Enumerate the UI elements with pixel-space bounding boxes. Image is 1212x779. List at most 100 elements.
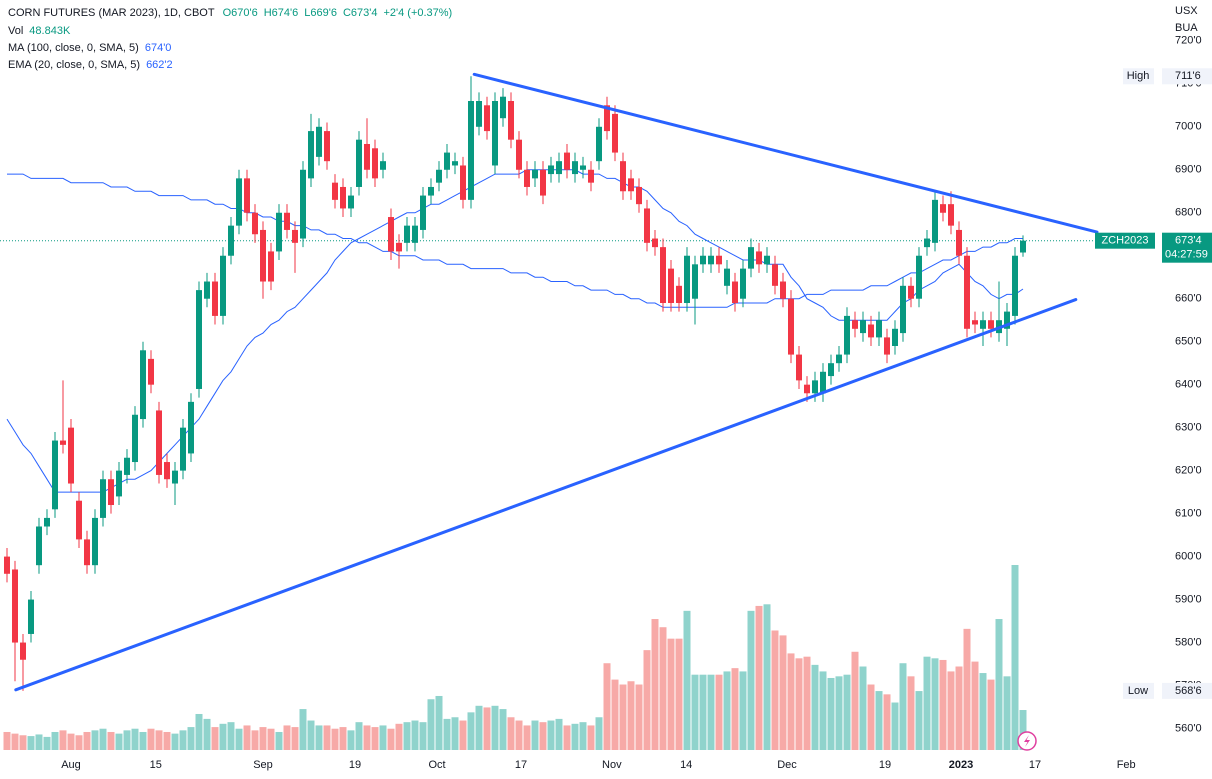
volume-bar [523,725,531,750]
candle-body [604,105,610,132]
volume-bar [267,728,275,750]
volume-bar [587,725,595,750]
candle-body [1012,255,1018,316]
volume-bar [99,728,107,750]
volume-bar [307,720,315,750]
chart-title: CORN FUTURES (MAR 2023), 1D, CBOT [8,7,215,19]
y-tick-label: 590'0 [1175,593,1202,605]
volume-bar [491,705,499,750]
volume-bar [691,674,699,750]
candle-body [268,251,274,282]
candle-body [884,337,890,355]
volume-bar [211,727,219,750]
candle-body [92,517,98,566]
volume-bar [627,681,635,750]
volume-bar [643,650,651,750]
candle-body [444,152,450,170]
volume-bar [859,666,867,750]
volume-bar [299,709,307,750]
volume-bar [699,674,707,750]
replay-icon[interactable] [1017,731,1037,751]
candle-body [764,255,770,265]
candle-body [756,251,762,265]
candle-body [36,526,42,566]
volume-bar [219,723,227,750]
candle-body [948,204,954,226]
candle-body [740,268,746,299]
volume-bar [579,722,587,750]
candle-body [484,105,490,132]
candle-body [244,178,250,213]
candle-body [76,500,82,540]
candle-body [1004,311,1010,329]
volume-bar [131,728,139,750]
y-tick-label: 720'0 [1175,35,1202,47]
candle-body [924,238,930,248]
candle-body [780,281,786,299]
candle-body [212,281,218,316]
candle-body [132,414,138,463]
candle-body [12,569,18,643]
volume-bar [915,691,923,750]
candle-body [156,410,162,475]
axis-unit: BUA [1175,22,1198,34]
x-tick-label: 19 [349,759,361,771]
candle-body [860,320,866,334]
candle-body [940,204,946,213]
axis-unit: USX [1175,5,1198,17]
volume-bar [843,674,851,750]
candle-body [340,186,346,209]
candle-body [84,539,90,566]
volume-bar [235,728,243,750]
candle-body [788,298,794,355]
volume-bar [883,694,891,750]
volume-bar [659,627,667,750]
candle-body [828,363,834,377]
volume-bar [371,727,379,750]
candle-body [700,255,706,265]
candle-body [548,165,554,175]
volume-bar [379,725,387,750]
volume-bar [355,722,363,750]
candle-body [148,358,154,385]
volume-bar [475,705,483,750]
candle-body [596,126,602,162]
candle-body [876,320,882,338]
volume-bar [35,734,43,750]
volume-bar [115,733,123,750]
volume-bar [875,691,883,750]
last-symbol: ZCH2023 [1101,235,1148,247]
volume-bar [59,730,67,750]
candle-body [844,315,850,355]
candle-body [188,401,194,454]
volume-bar [291,727,299,750]
candle-body [820,371,826,394]
candle-body [260,229,266,282]
volume-bar [939,659,947,750]
candle-body [676,285,682,304]
candle-body [652,238,658,248]
volume-bar [19,735,27,750]
last-symbol-box [1095,232,1155,249]
y-tick-label: 580'0 [1175,636,1202,648]
x-tick-label: Dec [777,759,797,771]
candle-body [612,113,618,153]
volume-bar [979,673,987,750]
ohlc-value: H674'6 [264,7,299,19]
volume-bar [723,671,731,750]
candle-body [500,96,506,119]
candle-body [388,217,394,252]
volume-bar [971,661,979,750]
candle-body [220,255,226,316]
volume-bar [619,684,627,750]
candle-body [196,290,202,389]
volume-bar [443,718,451,750]
volume-bar [907,676,915,750]
ohlc-value: O670'6 [223,7,258,19]
x-tick-label: 17 [515,759,527,771]
volume-bar [731,668,739,750]
candle-body [404,225,410,243]
volume-bar [867,684,875,750]
volume-bar [739,671,747,750]
